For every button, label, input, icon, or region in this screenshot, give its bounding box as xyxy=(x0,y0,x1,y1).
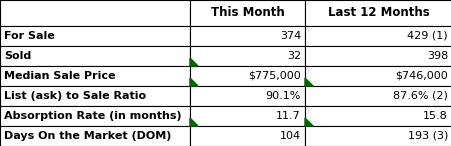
Bar xyxy=(304,86,451,106)
Polygon shape xyxy=(189,58,198,66)
Polygon shape xyxy=(189,78,198,86)
Bar xyxy=(0,66,189,86)
Bar xyxy=(0,26,189,46)
Text: For Sale: For Sale xyxy=(4,31,55,41)
Text: Median Sale Price: Median Sale Price xyxy=(4,71,115,81)
Text: 87.6% (2): 87.6% (2) xyxy=(392,91,447,101)
Bar xyxy=(0,126,189,146)
Bar xyxy=(189,86,304,106)
Text: 398: 398 xyxy=(426,51,447,61)
Bar xyxy=(304,66,451,86)
Text: 11.7: 11.7 xyxy=(276,111,300,121)
Polygon shape xyxy=(189,118,198,126)
Bar xyxy=(304,126,451,146)
Text: $775,000: $775,000 xyxy=(248,71,300,81)
Bar xyxy=(189,0,304,26)
Bar xyxy=(304,46,451,66)
Text: 429 (1): 429 (1) xyxy=(406,31,447,41)
Text: This Month: This Month xyxy=(210,7,284,20)
Bar xyxy=(189,46,304,66)
Bar xyxy=(189,126,304,146)
Text: Sold: Sold xyxy=(4,51,31,61)
Text: $746,000: $746,000 xyxy=(394,71,447,81)
Text: List (ask) to Sale Ratio: List (ask) to Sale Ratio xyxy=(4,91,146,101)
Text: 32: 32 xyxy=(286,51,300,61)
Bar xyxy=(304,106,451,126)
Bar xyxy=(189,26,304,46)
Bar xyxy=(304,26,451,46)
Text: Absorption Rate (in months): Absorption Rate (in months) xyxy=(4,111,181,121)
Text: 193 (3): 193 (3) xyxy=(407,131,447,141)
Bar xyxy=(0,0,189,26)
Bar xyxy=(304,0,451,26)
Polygon shape xyxy=(304,78,312,86)
Polygon shape xyxy=(304,118,312,126)
Text: 15.8: 15.8 xyxy=(422,111,447,121)
Text: Last 12 Months: Last 12 Months xyxy=(327,7,428,20)
Text: 90.1%: 90.1% xyxy=(265,91,300,101)
Text: Days On the Market (DOM): Days On the Market (DOM) xyxy=(4,131,171,141)
Bar xyxy=(0,86,189,106)
Text: 104: 104 xyxy=(279,131,300,141)
Bar xyxy=(0,46,189,66)
Text: 374: 374 xyxy=(279,31,300,41)
Bar xyxy=(189,66,304,86)
Bar xyxy=(0,106,189,126)
Bar xyxy=(189,106,304,126)
